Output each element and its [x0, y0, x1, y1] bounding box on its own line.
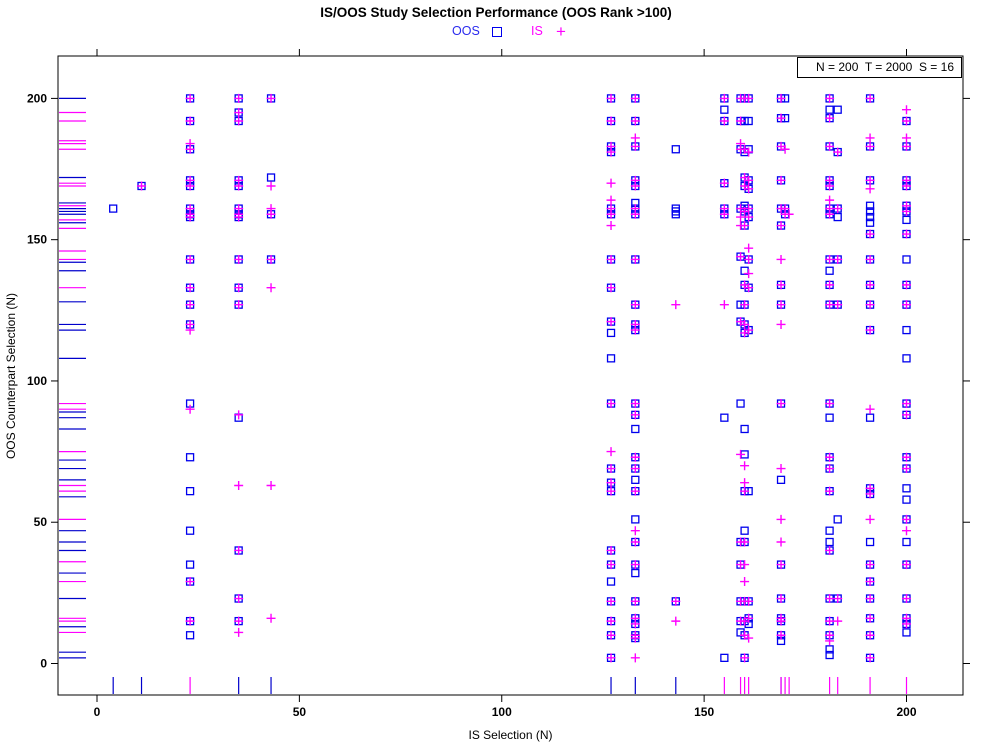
svg-text:0: 0 — [94, 705, 101, 719]
chart-legend: OOS IS + — [0, 22, 992, 41]
legend-oos-label: OOS — [452, 24, 480, 38]
annotation-box: N = 200 T = 2000 S = 16 — [797, 57, 962, 78]
svg-text:150: 150 — [27, 233, 47, 247]
svg-text:200: 200 — [896, 705, 916, 719]
y-axis-label: OOS Counterpart Selection (N) — [4, 292, 18, 460]
svg-text:100: 100 — [492, 705, 512, 719]
svg-text:100: 100 — [27, 374, 47, 388]
svg-text:200: 200 — [27, 91, 47, 105]
legend-is-label: IS — [531, 24, 543, 38]
svg-text:50: 50 — [34, 515, 48, 529]
svg-text:0: 0 — [40, 657, 47, 671]
is-plus-icon: + — [556, 22, 566, 41]
x-axis-label: IS Selection (N) — [468, 728, 553, 742]
svg-text:150: 150 — [694, 705, 714, 719]
chart-title: IS/OOS Study Selection Performance (OOS … — [320, 5, 672, 20]
svg-text:50: 50 — [293, 705, 307, 719]
oos-square-icon — [492, 27, 502, 37]
annotation-text: N = 200 T = 2000 S = 16 — [816, 60, 954, 74]
